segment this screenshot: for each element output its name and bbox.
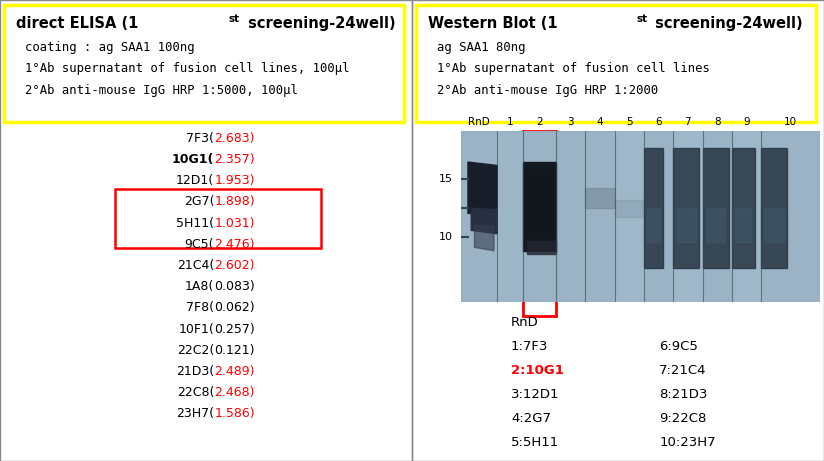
Text: 1°Ab supernatant of fusion cell lines, 100μl: 1°Ab supernatant of fusion cell lines, 1… <box>25 62 349 75</box>
Text: 1°Ab supernatant of fusion cell lines: 1°Ab supernatant of fusion cell lines <box>437 62 709 75</box>
Text: 5H11(: 5H11( <box>176 217 214 230</box>
Bar <box>4 5 404 122</box>
Text: 7: 7 <box>685 117 691 127</box>
Bar <box>416 5 816 122</box>
Text: 0.257): 0.257) <box>214 323 255 336</box>
Text: 0.083): 0.083) <box>214 280 255 293</box>
Text: screening-24well): screening-24well) <box>650 16 803 31</box>
Text: 7:21C4: 7:21C4 <box>659 364 707 377</box>
Text: 1: 1 <box>507 117 513 127</box>
Text: 2.357): 2.357) <box>214 153 255 166</box>
Text: 2: 2 <box>536 117 543 127</box>
Text: Western Blot (1: Western Blot (1 <box>428 16 558 31</box>
Text: 23H7(: 23H7( <box>176 408 214 420</box>
Text: ag SAA1 80ng: ag SAA1 80ng <box>437 41 525 53</box>
Text: 3:12D1: 3:12D1 <box>511 388 559 401</box>
Text: 3: 3 <box>567 117 574 127</box>
Text: 7F3(: 7F3( <box>186 132 214 145</box>
Text: 1.586): 1.586) <box>214 408 255 420</box>
Text: 1:7F3: 1:7F3 <box>511 340 548 353</box>
Text: 2.683): 2.683) <box>214 132 255 145</box>
Text: 10G1(: 10G1( <box>172 153 214 166</box>
Text: 0.062): 0.062) <box>214 301 255 314</box>
Text: st: st <box>636 14 648 24</box>
Bar <box>115 189 321 248</box>
Text: 1A8(: 1A8( <box>185 280 214 293</box>
Text: 22C8(: 22C8( <box>177 386 214 399</box>
Text: 2.602): 2.602) <box>214 259 255 272</box>
Text: st: st <box>229 14 240 24</box>
Text: 9: 9 <box>743 117 750 127</box>
Text: 21C4(: 21C4( <box>177 259 214 272</box>
Text: 2°Ab anti-mouse IgG HRP 1:5000, 100μl: 2°Ab anti-mouse IgG HRP 1:5000, 100μl <box>25 84 297 97</box>
Text: direct ELISA (1: direct ELISA (1 <box>16 16 139 31</box>
Text: 2.468): 2.468) <box>214 386 255 399</box>
Text: 8:21D3: 8:21D3 <box>659 388 708 401</box>
Text: RnD: RnD <box>469 117 490 127</box>
Text: 7F8(: 7F8( <box>186 301 214 314</box>
Text: 9:22C8: 9:22C8 <box>659 412 706 425</box>
Text: 1.031): 1.031) <box>214 217 255 230</box>
Text: 6: 6 <box>655 117 662 127</box>
Text: 5: 5 <box>626 117 633 127</box>
Text: 10: 10 <box>439 232 453 242</box>
Text: 10:23H7: 10:23H7 <box>659 436 716 449</box>
Text: 8: 8 <box>714 117 720 127</box>
Text: 4:2G7: 4:2G7 <box>511 412 551 425</box>
Text: 6:9C5: 6:9C5 <box>659 340 698 353</box>
Text: 1.898): 1.898) <box>214 195 255 208</box>
Text: 5:5H11: 5:5H11 <box>511 436 559 449</box>
Text: 2.476): 2.476) <box>214 238 255 251</box>
Text: screening-24well): screening-24well) <box>243 16 396 31</box>
Bar <box>523 131 556 316</box>
Text: 2.489): 2.489) <box>214 365 255 378</box>
Text: 1.953): 1.953) <box>214 174 255 187</box>
Text: 0.121): 0.121) <box>214 344 255 357</box>
Text: 9C5(: 9C5( <box>185 238 214 251</box>
Text: 2G7(: 2G7( <box>184 195 214 208</box>
Text: coating : ag SAA1 100ng: coating : ag SAA1 100ng <box>25 41 194 53</box>
Text: 10: 10 <box>784 117 797 127</box>
Text: 2°Ab anti-mouse IgG HRP 1:2000: 2°Ab anti-mouse IgG HRP 1:2000 <box>437 84 658 97</box>
Text: 10F1(: 10F1( <box>179 323 214 336</box>
Text: 22C2(: 22C2( <box>177 344 214 357</box>
Text: RnD: RnD <box>511 316 539 329</box>
Text: 15: 15 <box>439 174 453 184</box>
Text: 4: 4 <box>597 117 603 127</box>
Text: 21D3(: 21D3( <box>176 365 214 378</box>
Text: 12D1(: 12D1( <box>176 174 214 187</box>
Text: 2:10G1: 2:10G1 <box>511 364 564 377</box>
